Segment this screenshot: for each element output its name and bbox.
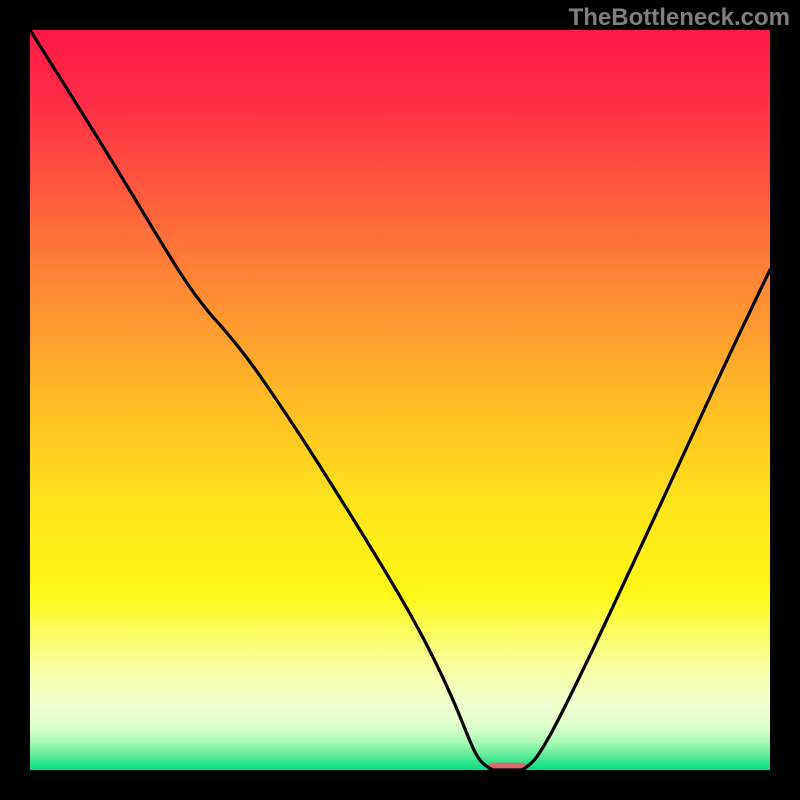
chart-container <box>30 30 770 770</box>
gradient-background <box>30 30 770 770</box>
watermark-text: TheBottleneck.com <box>569 4 790 32</box>
chart-svg <box>30 30 770 770</box>
